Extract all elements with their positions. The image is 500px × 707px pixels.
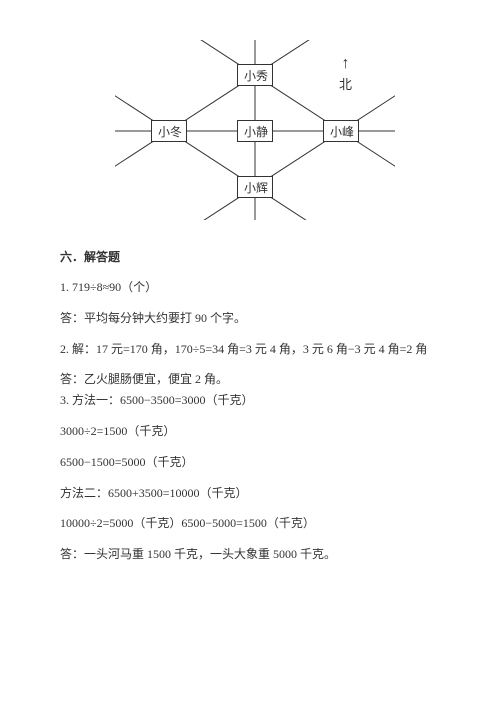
answer-line: 答：平均每分钟大约要打 90 个字。 xyxy=(60,310,450,327)
node-right: 小峰 xyxy=(323,120,359,142)
answer-line: 3. 方法一：6500−3500=3000（千克） xyxy=(60,392,450,409)
answer-line: 3000÷2=1500（千克） xyxy=(60,423,450,440)
north-label: 北 xyxy=(339,74,352,93)
north-arrow-icon: ↑ xyxy=(339,56,352,72)
answer-line: 方法二：6500+3500=10000（千克） xyxy=(60,485,450,502)
node-bottom-label: 小辉 xyxy=(244,181,268,195)
answer-line: 6500−1500=5000（千克） xyxy=(60,454,450,471)
node-bottom: 小辉 xyxy=(237,176,273,198)
north-indicator: ↑ 北 xyxy=(339,56,352,93)
answer-line: 答：一头河马重 1500 千克，一头大象重 5000 千克。 xyxy=(60,546,450,563)
answer-line: 答：乙火腿肠便宜，便宜 2 角。 xyxy=(60,371,450,388)
node-top: 小秀 xyxy=(237,64,273,86)
node-left: 小冬 xyxy=(151,120,187,142)
node-center-label: 小静 xyxy=(244,125,268,139)
node-left-label: 小冬 xyxy=(158,125,182,139)
position-diagram: 小秀 小冬 小静 小峰 小辉 ↑ 北 xyxy=(115,40,395,220)
answer-line: 2. 解：17 元=170 角，170÷5=34 角=3 元 4 角，3 元 6… xyxy=(60,341,450,358)
node-center: 小静 xyxy=(237,120,273,142)
answer-line: 1. 719÷8≈90（个） xyxy=(60,279,450,296)
node-top-label: 小秀 xyxy=(244,69,268,83)
document-page: 小秀 小冬 小静 小峰 小辉 ↑ 北 六．解答题 1. 719÷8≈90（个） … xyxy=(0,0,500,707)
node-right-label: 小峰 xyxy=(330,125,354,139)
answer-line: 10000÷2=5000（千克）6500−5000=1500（千克） xyxy=(60,515,450,532)
section-title: 六．解答题 xyxy=(60,248,450,265)
